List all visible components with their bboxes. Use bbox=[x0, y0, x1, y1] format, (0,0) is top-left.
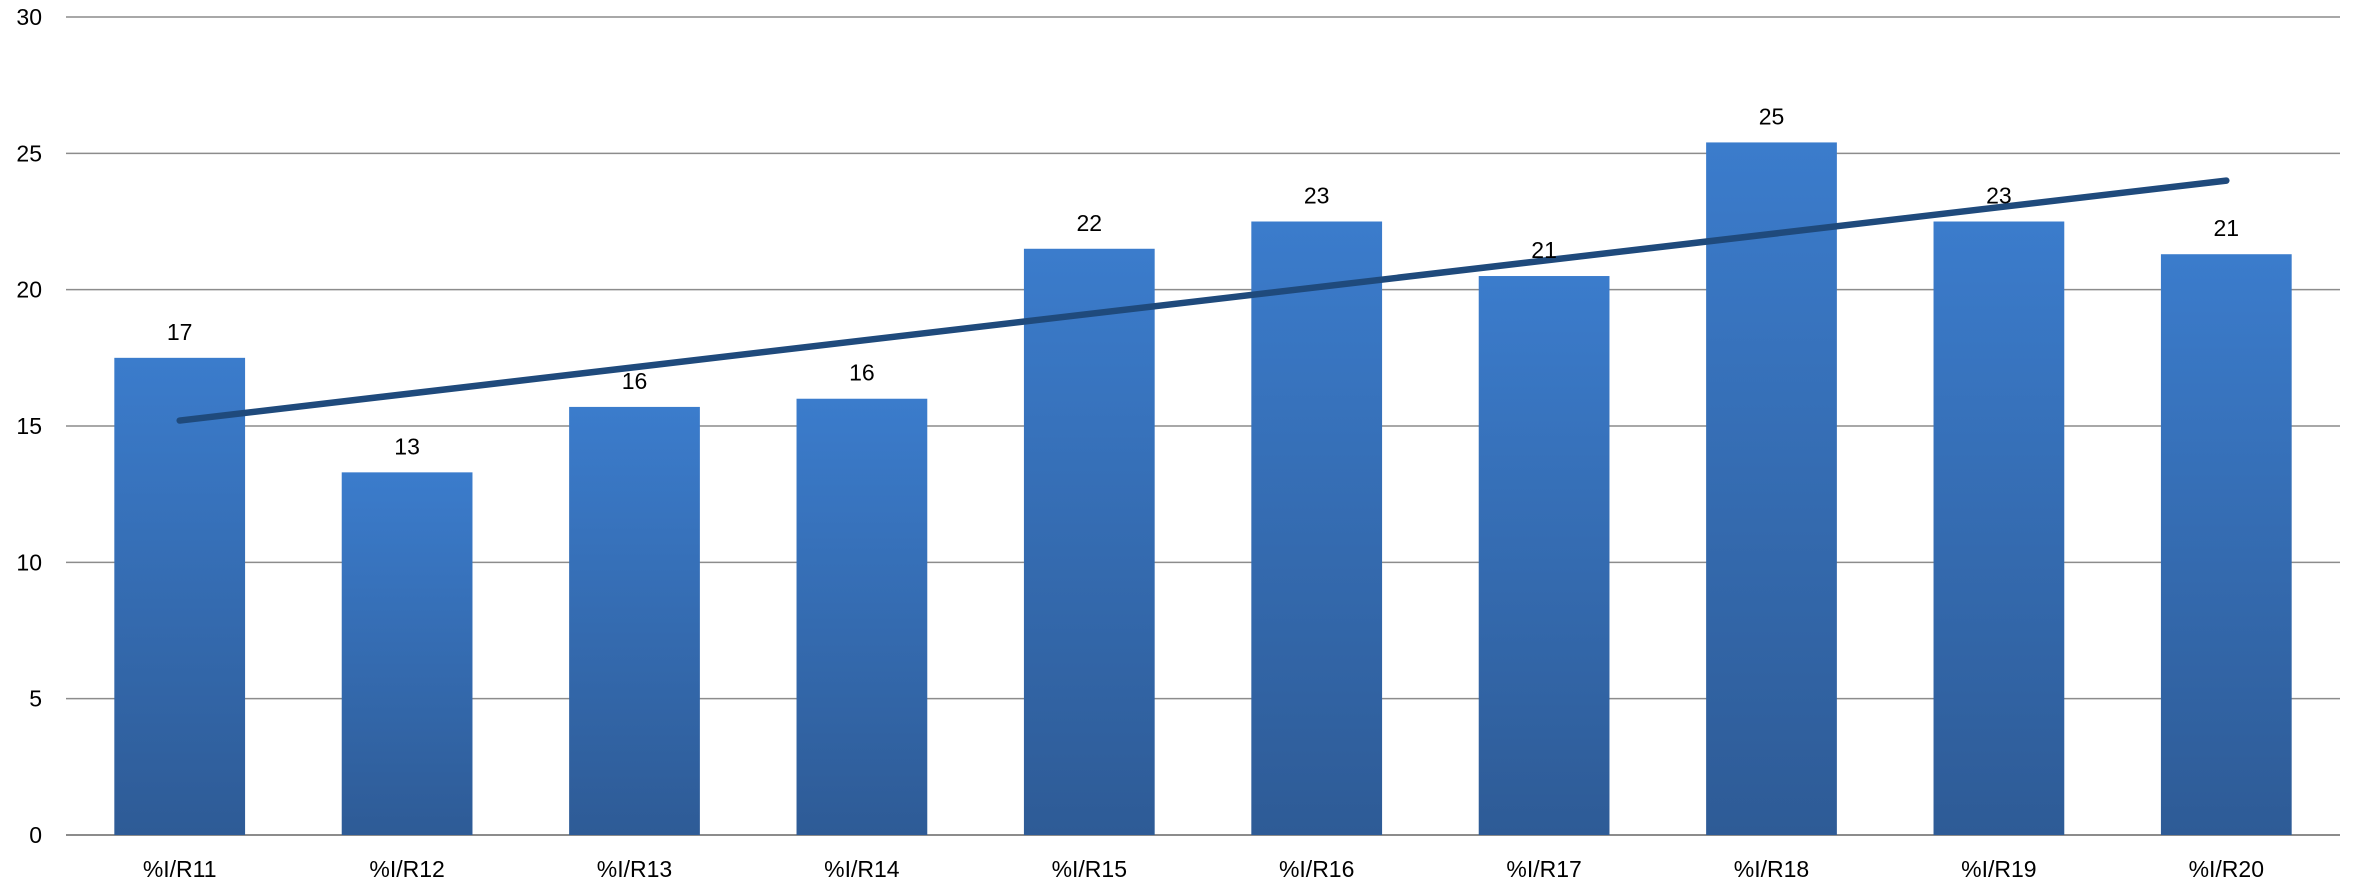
category-label: %I/R17 bbox=[1506, 856, 1581, 882]
y-tick-label: 30 bbox=[16, 4, 42, 30]
data-label: 13 bbox=[394, 433, 420, 459]
data-label: 22 bbox=[1077, 210, 1103, 236]
category-label: %I/R15 bbox=[1052, 856, 1127, 882]
y-axis-tick-labels: 0 5 10 15 20 25 30 bbox=[16, 4, 42, 848]
x-axis-category-labels: %I/R11 %I/R12 %I/R13 %I/R14 %I/R15 %I/R16 %I/R… bbox=[143, 856, 2264, 882]
bar bbox=[796, 398, 928, 835]
category-label: %I/R14 bbox=[824, 856, 900, 882]
bar bbox=[1933, 221, 2065, 835]
bar bbox=[2160, 254, 2292, 836]
bars bbox=[114, 142, 2292, 836]
data-label: 17 bbox=[167, 319, 193, 345]
y-tick-label: 10 bbox=[16, 549, 42, 575]
category-label: %I/R13 bbox=[597, 856, 672, 882]
trendline bbox=[176, 177, 2230, 424]
data-label: 25 bbox=[1759, 103, 1785, 129]
trendline-group bbox=[176, 177, 2230, 424]
bar bbox=[1023, 248, 1155, 835]
y-tick-label: 20 bbox=[16, 277, 42, 303]
category-label: %I/R12 bbox=[369, 856, 444, 882]
data-label: 23 bbox=[1986, 183, 2012, 209]
y-tick-label: 0 bbox=[29, 822, 42, 848]
bar bbox=[569, 406, 700, 835]
bar bbox=[1706, 142, 1837, 836]
data-label: 21 bbox=[2214, 215, 2240, 241]
category-label: %I/R18 bbox=[1734, 856, 1809, 882]
bar bbox=[114, 357, 246, 835]
bar bbox=[1251, 221, 1383, 835]
category-label: %I/R19 bbox=[1961, 856, 2036, 882]
y-tick-label: 5 bbox=[29, 686, 42, 712]
y-tick-label: 15 bbox=[16, 413, 42, 439]
data-label: 16 bbox=[849, 360, 875, 386]
category-label: %I/R20 bbox=[2189, 856, 2264, 882]
category-label: %I/R16 bbox=[1279, 856, 1354, 882]
bar bbox=[341, 472, 473, 835]
data-labels: 17 13 16 16 22 23 21 25 23 21 bbox=[167, 103, 2239, 459]
bar bbox=[1478, 276, 1610, 835]
data-label: 16 bbox=[622, 368, 648, 394]
data-label: 21 bbox=[1531, 237, 1557, 263]
data-label: 23 bbox=[1304, 183, 1330, 209]
y-tick-label: 25 bbox=[16, 140, 42, 166]
category-label: %I/R11 bbox=[143, 856, 217, 882]
